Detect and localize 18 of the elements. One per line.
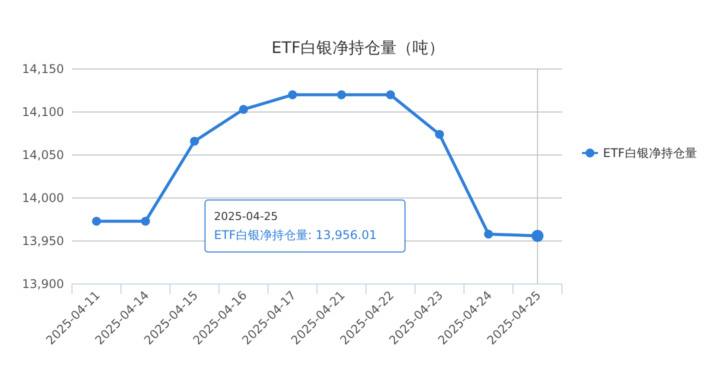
y-tick-label: 13,950 — [22, 234, 64, 248]
y-tick-label: 14,050 — [22, 148, 64, 162]
point — [239, 104, 248, 114]
y-tick-label: 14,000 — [22, 191, 64, 205]
y-tick-label: 14,100 — [22, 105, 64, 119]
chart-title: ETF白银净持仓量（吨） — [271, 38, 445, 57]
point — [92, 216, 101, 226]
point — [435, 130, 444, 139]
point — [386, 90, 395, 100]
y-tick-label: 13,900 — [22, 277, 64, 291]
point — [484, 230, 493, 239]
point — [141, 216, 150, 226]
annotation: 2025-04-25 ETF白银净持仓量: 13,956.01 — [214, 210, 377, 242]
point — [288, 90, 297, 100]
point — [337, 90, 346, 100]
y-tick-label: 14,150 — [22, 62, 64, 76]
legend-label: ETF白银净持仓量 — [603, 146, 697, 160]
point — [190, 136, 199, 146]
